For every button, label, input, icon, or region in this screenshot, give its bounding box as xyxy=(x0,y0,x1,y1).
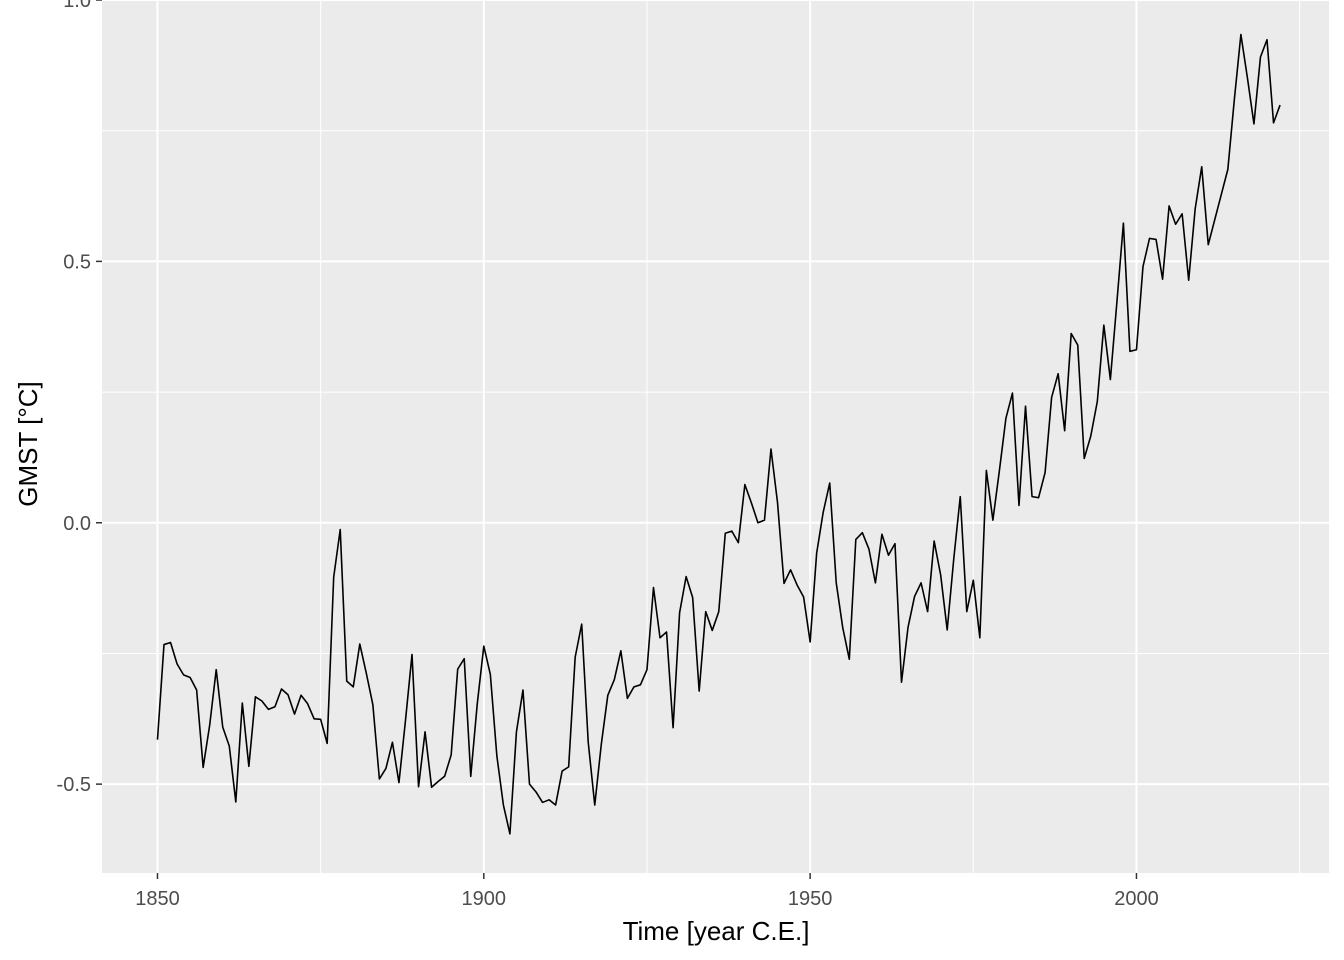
minor-gridlines xyxy=(102,0,1329,873)
x-axis-title: Time [year C.E.] xyxy=(623,916,810,946)
gmst-series-line xyxy=(156,33,1281,835)
x-tick-label: 1850 xyxy=(135,888,180,910)
y-tick-label: 0.0 xyxy=(63,513,91,535)
y-axis-title: GMST [°C] xyxy=(13,381,43,506)
x-tick-label: 2000 xyxy=(1114,888,1159,910)
x-tick-label: 1950 xyxy=(788,888,833,910)
major-gridlines xyxy=(102,0,1329,873)
y-tick-label: 0.5 xyxy=(63,251,91,273)
y-tick-label: -0.5 xyxy=(57,774,91,796)
x-axis-ticks: 1850 1900 1950 2000 xyxy=(135,873,1159,910)
plot-panel xyxy=(102,0,1329,873)
y-axis-ticks: -0.5 0.0 0.5 1.0 xyxy=(57,0,102,796)
x-tick-label: 1900 xyxy=(462,888,507,910)
y-tick-label: 1.0 xyxy=(63,0,91,12)
